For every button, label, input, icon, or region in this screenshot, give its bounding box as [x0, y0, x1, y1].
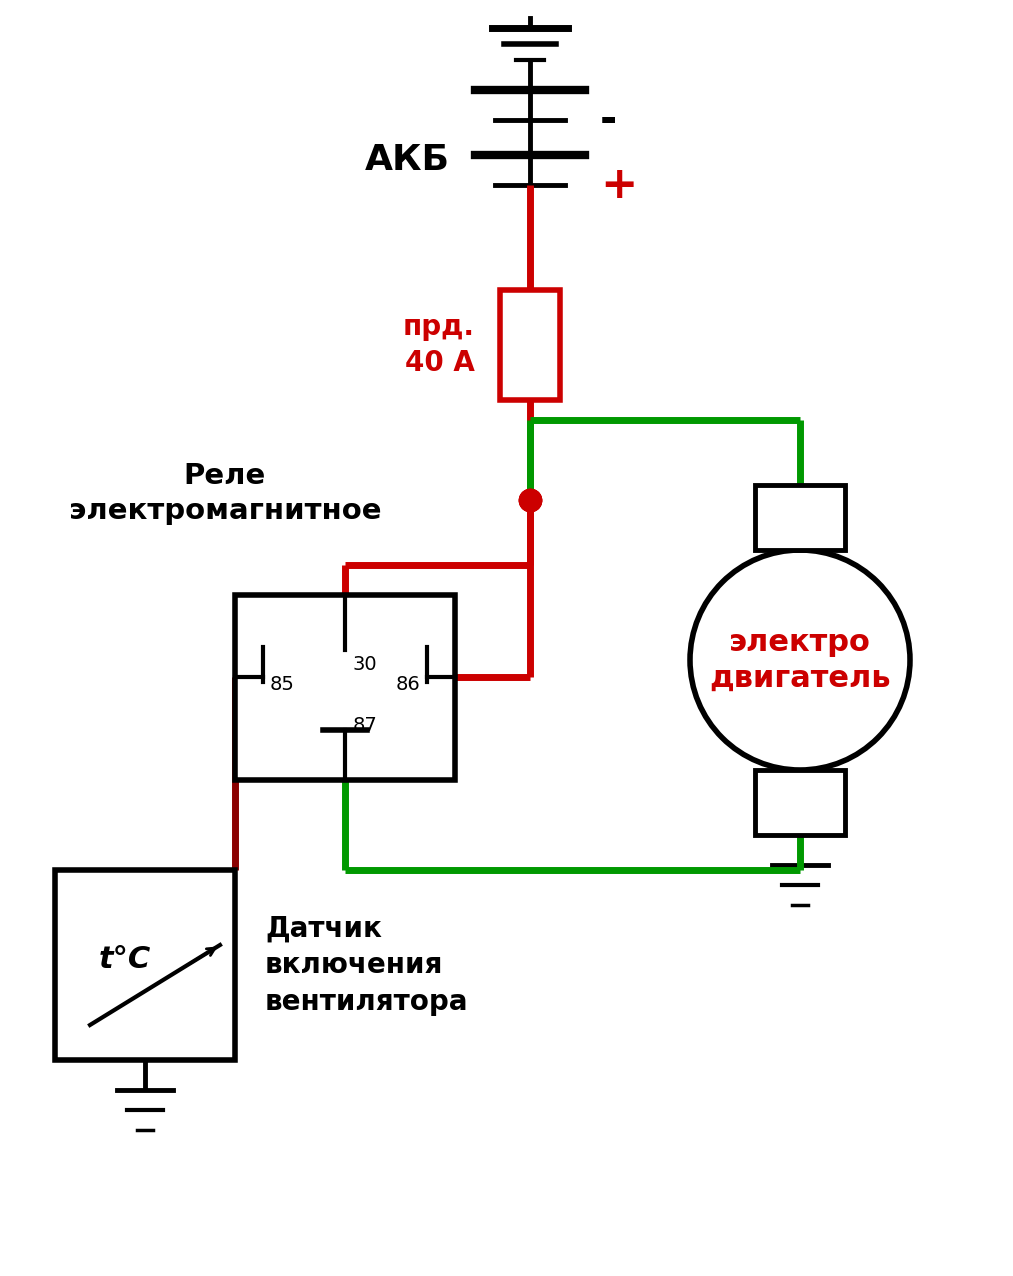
Text: АКБ: АКБ — [365, 143, 450, 177]
Text: электро
двигатель: электро двигатель — [709, 628, 890, 693]
Text: t°C: t°C — [99, 946, 151, 975]
Text: 86: 86 — [395, 675, 420, 694]
Text: 87: 87 — [353, 716, 378, 735]
Bar — [755, 769, 845, 835]
Text: прд.
40 А: прд. 40 А — [403, 313, 475, 378]
Bar — [55, 870, 235, 1060]
Bar — [500, 290, 560, 399]
Text: Датчик
включения
вентилятора: Датчик включения вентилятора — [265, 914, 468, 1016]
Text: 85: 85 — [270, 675, 295, 694]
Circle shape — [690, 550, 910, 769]
Text: +: + — [600, 163, 637, 207]
Bar — [235, 595, 455, 780]
Bar — [755, 485, 845, 550]
Text: -: - — [600, 100, 617, 142]
Text: Реле
электромагнитное: Реле электромагнитное — [69, 462, 381, 524]
Text: 30: 30 — [353, 655, 378, 674]
